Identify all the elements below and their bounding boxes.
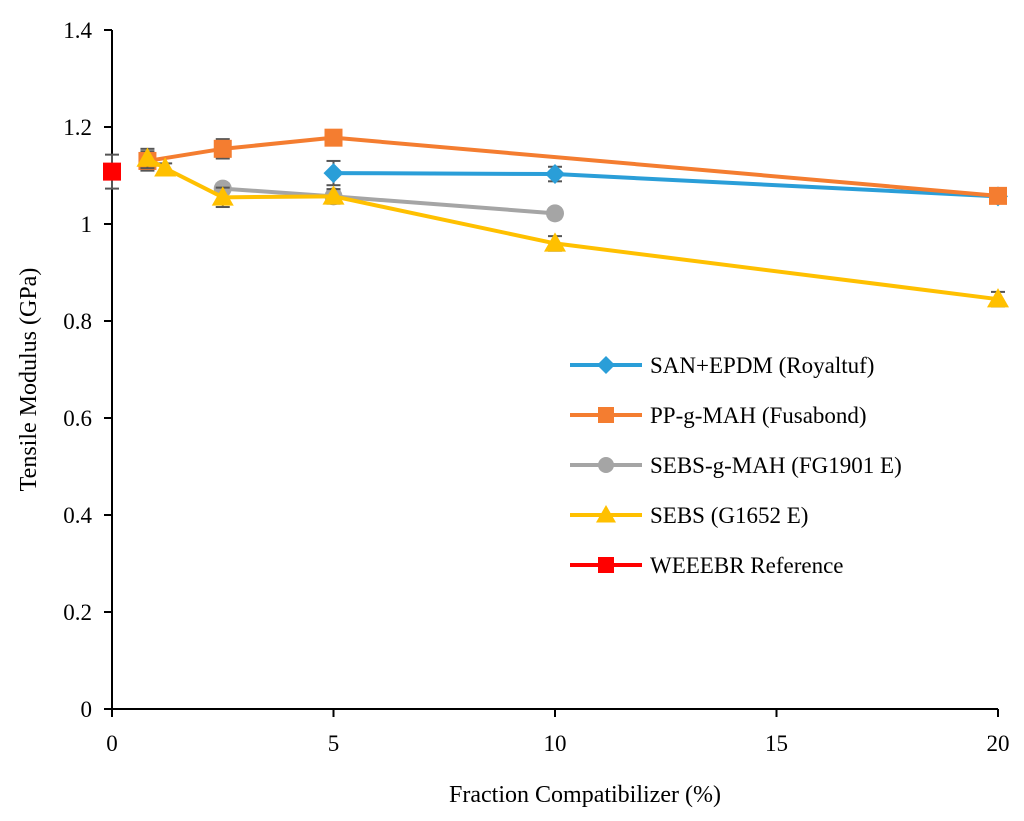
x-ticks: 0 5 10 15 20 xyxy=(106,709,1010,756)
legend-marker xyxy=(598,557,614,573)
legend-item: SEBS-g-MAH (FG1901 E) xyxy=(570,453,902,478)
data-point xyxy=(211,186,234,206)
series-line xyxy=(146,156,999,302)
y-axis-title: Tensile Modulus (GPa) xyxy=(16,268,42,492)
x-tick-label: 10 xyxy=(544,731,567,756)
y-tick-label: 0 xyxy=(81,697,93,722)
legend-label: SAN+EPDM (Royaltuf) xyxy=(650,353,874,378)
y-tick-label: 1 xyxy=(81,212,93,237)
data-point xyxy=(136,147,159,167)
legend-item: WEEEBR Reference xyxy=(570,553,844,578)
data-point xyxy=(324,128,343,147)
series-3 xyxy=(136,147,1009,308)
x-tick-label: 5 xyxy=(328,731,340,756)
data-point xyxy=(213,139,232,158)
y-tick-label: 0.4 xyxy=(63,503,92,528)
legend-item: SAN+EPDM (Royaltuf) xyxy=(570,353,874,378)
data-point xyxy=(545,164,565,185)
legend-marker xyxy=(596,505,616,523)
x-tick-label: 0 xyxy=(106,731,118,756)
series-2 xyxy=(213,179,564,223)
data-point xyxy=(322,185,345,205)
series-4 xyxy=(103,153,121,190)
x-tick-label: 15 xyxy=(765,731,788,756)
data-point xyxy=(989,186,1007,205)
legend-label: WEEEBR Reference xyxy=(650,553,844,578)
series-line xyxy=(333,171,999,199)
data-point xyxy=(323,163,344,184)
data-point xyxy=(546,204,564,223)
y-tick-label: 0.6 xyxy=(63,406,92,431)
y-tick-label: 0.8 xyxy=(63,309,92,334)
data-point xyxy=(544,232,566,252)
series-1 xyxy=(138,128,1007,205)
legend-label: PP-g-MAH (Fusabond) xyxy=(650,403,867,428)
x-tick-label: 20 xyxy=(987,731,1010,756)
legend-item: SEBS (G1652 E) xyxy=(570,503,808,528)
series-line xyxy=(147,135,999,198)
x-axis-title: Fraction Compatibilizer (%) xyxy=(449,782,721,808)
legend-marker xyxy=(598,457,614,473)
y-tick-label: 1.2 xyxy=(63,115,92,140)
data-point xyxy=(154,157,177,177)
y-ticks: 0 0.2 0.4 0.6 0.8 1 1.2 1.4 xyxy=(63,18,112,722)
series-layer xyxy=(103,128,1009,308)
legend-marker xyxy=(597,356,615,374)
legend-label: SEBS-g-MAH (FG1901 E) xyxy=(650,453,902,478)
y-tick-label: 1.4 xyxy=(63,18,92,43)
data-point xyxy=(987,288,1009,308)
legend-marker xyxy=(598,407,614,423)
legend: SAN+EPDM (Royaltuf) PP-g-MAH (Fusabond) SE… xyxy=(570,353,902,578)
legend-label: SEBS (G1652 E) xyxy=(650,503,808,528)
data-point xyxy=(103,162,121,181)
y-tick-label: 0.2 xyxy=(63,600,92,625)
legend-item: PP-g-MAH (Fusabond) xyxy=(570,403,867,428)
